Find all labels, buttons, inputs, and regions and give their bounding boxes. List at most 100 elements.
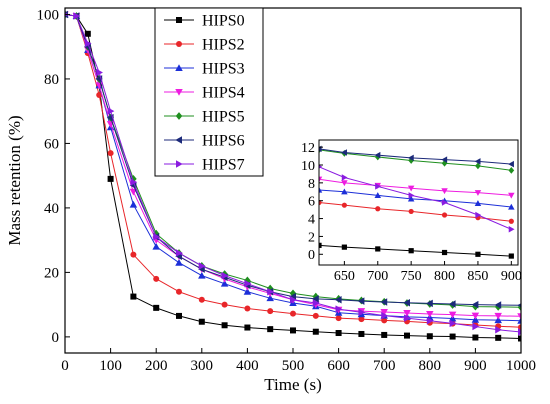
inset-data-point-4-4	[441, 159, 448, 167]
main-data-point-6-16	[381, 311, 388, 320]
legend-label-6: HIPS7	[202, 157, 245, 174]
main-data-point-1-13	[312, 312, 319, 319]
main-data-point-3-20	[471, 312, 480, 320]
main-data-point-5-19	[448, 300, 456, 308]
main-data-point-2-7	[175, 258, 183, 266]
legend-label-5: HIPS6	[202, 133, 245, 150]
main-data-point-5-22	[517, 303, 521, 308]
inset-data-point-6-0	[319, 164, 323, 169]
main-data-point-0-11	[267, 326, 274, 333]
inset-data-point-2-5	[474, 200, 482, 206]
main-data-point-0-7	[176, 312, 182, 319]
inset-data-point-0-6	[508, 253, 514, 259]
main-data-point-2-6	[152, 242, 160, 250]
inset-x-tick-label-2: 750	[401, 269, 422, 284]
main-data-point-1-14	[335, 315, 342, 322]
inset-data-point-6-6	[508, 226, 515, 233]
legend-label-4: HIPS5	[202, 109, 245, 126]
main-data-point-0-10	[244, 324, 251, 331]
inset-y-tick-label-5: 10	[301, 159, 315, 174]
main-data-point-0-6	[153, 304, 160, 311]
main-data-point-1-11	[267, 308, 274, 315]
main-data-point-0-2	[84, 30, 91, 37]
main-data-point-2-22	[517, 317, 521, 324]
inset-data-point-0-5	[475, 251, 481, 257]
legend-marker-5	[175, 136, 182, 144]
main-axes: 0 100 200 300 400 500 600 700 800 900 100002040608…	[5, 7, 536, 394]
main-data-point-1-5	[130, 251, 137, 258]
main-data-point-3-19	[448, 311, 457, 319]
main-data-point-6-1	[73, 12, 81, 20]
inset-data-point-0-3	[408, 248, 414, 254]
main-data-point-4-12	[289, 289, 297, 298]
inset-x-tick-label-5: 900	[501, 269, 522, 284]
main-data-point-6-8	[198, 262, 206, 270]
main-data-point-1-16	[381, 317, 388, 324]
inset-data-point-5-3	[407, 154, 414, 162]
main-x-tick-label-8: 800	[419, 358, 442, 374]
main-x-tick-label-3: 300	[191, 358, 214, 374]
main-data-point-2-9	[220, 279, 229, 287]
inset-data-point-3-4	[441, 188, 448, 195]
main-data-point-6-10	[244, 279, 252, 288]
main-data-point-1-3	[96, 92, 103, 99]
main-data-point-1-22	[518, 324, 521, 331]
main-y-tick-label-5: 100	[37, 8, 60, 24]
main-data-point-6-19	[449, 319, 457, 328]
main-data-point-3-22	[517, 313, 521, 320]
inset-y-tick-label-4: 8	[308, 177, 315, 192]
main-data-point-5-16	[380, 298, 388, 306]
main-data-point-0-20	[472, 334, 479, 341]
main-data-point-6-3	[96, 68, 103, 77]
legend-label-0: HIPS0	[202, 13, 245, 30]
main-data-point-1-8	[198, 296, 205, 303]
main-data-point-6-17	[404, 314, 411, 322]
inset-data-point-5-5	[474, 158, 481, 165]
main-data-point-2-8	[198, 271, 206, 279]
inset-data-point-6-4	[441, 199, 448, 206]
main-data-point-1-12	[290, 310, 296, 317]
inset-data-point-6-1	[341, 174, 348, 181]
inset-data-point-5-6	[508, 160, 514, 168]
inset-axes: 650 700 750 800 850 900 0 2 4 6 8 10 12	[301, 139, 522, 284]
inset-y-tick-label-0: 0	[308, 248, 315, 263]
legend: HIPS0 HIPS2 HIPS3 HIPS4 HIPS5 HIPS6 HIPS7	[154, 7, 264, 177]
main-x-tick-label-10: 1000	[506, 358, 536, 374]
main-data-point-0-21	[495, 334, 502, 341]
inset-data-point-1-1	[341, 202, 347, 208]
main-x-tick-label-5: 500	[282, 358, 305, 374]
main-y-tick-label-0: 0	[52, 330, 60, 346]
main-data-point-0-12	[290, 327, 296, 334]
main-data-point-0-9	[221, 322, 228, 329]
main-data-point-6-18	[426, 317, 434, 325]
main-data-point-6-22	[518, 328, 521, 336]
main-data-point-3-21	[494, 312, 502, 320]
main-data-point-3-18	[426, 310, 434, 318]
inset-data-point-3-0	[319, 176, 323, 183]
main-y-tick-label-4: 80	[44, 72, 59, 88]
inset-y-tick-label-3: 6	[308, 195, 315, 210]
inset-data-point-1-4	[441, 212, 448, 218]
main-data-point-6-20	[472, 322, 480, 331]
inset-data-point-5-2	[374, 151, 381, 159]
inset-data-point-2-0	[319, 186, 323, 193]
main-data-point-5-15	[357, 297, 365, 305]
legend-label-2: HIPS3	[202, 61, 245, 78]
main-data-point-1-10	[244, 305, 251, 312]
inset-data-point-6-5	[475, 211, 482, 219]
legend-marker-2	[175, 64, 183, 71]
main-data-point-2-20	[471, 316, 480, 323]
legend-label-3: HIPS4	[202, 85, 245, 102]
main-data-point-6-15	[358, 308, 366, 317]
main-data-point-5-20	[471, 300, 479, 309]
main-data-point-1-4	[107, 150, 114, 157]
inset-x-tick-label-0: 650	[334, 269, 355, 284]
inset-x-tick-label-4: 850	[467, 269, 488, 284]
inset-data-point-1-3	[408, 208, 414, 215]
inset-data-point-0-1	[341, 244, 347, 250]
main-y-tick-label-3: 60	[44, 137, 59, 153]
main-data-point-0-22	[518, 335, 521, 342]
main-data-point-0-8	[198, 318, 205, 325]
